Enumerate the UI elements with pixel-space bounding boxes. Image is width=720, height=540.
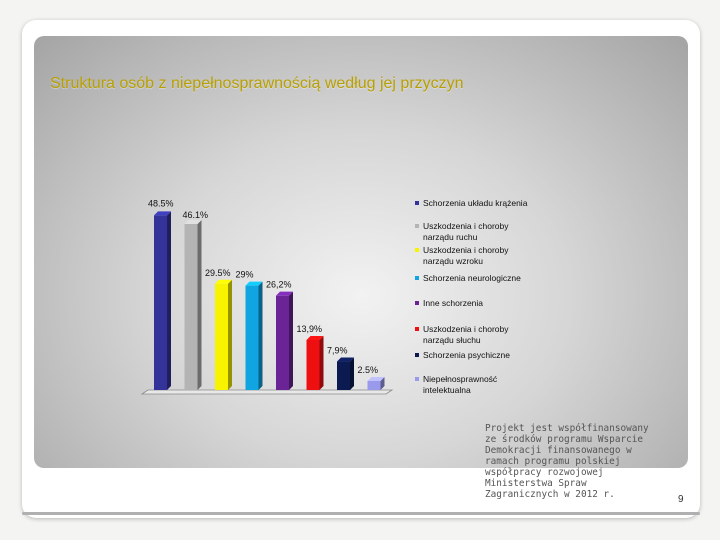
bar-side: [258, 281, 263, 390]
bar-value-label: 46.1%: [183, 210, 209, 220]
bottom-rule: [22, 512, 700, 515]
legend-label: Schorzenia układu krążenia: [423, 198, 528, 208]
bar-value-label: 26,2%: [266, 280, 292, 290]
legend-label: narządu słuchu: [423, 335, 481, 345]
bar-top: [367, 377, 385, 381]
legend-swatch: [415, 327, 419, 331]
legend-label: intelektualna: [423, 385, 471, 395]
chart-plot-area: 48.5% 46.1% 29.5% 29% 26,2% 13,9% 7,9% 2.5%: [140, 198, 394, 395]
legend-label: narządu wzroku: [423, 256, 483, 266]
bar-side: [289, 291, 293, 390]
footer-note: Projekt jest współfinansowany ze środków…: [485, 423, 649, 500]
bar-value-label: 29%: [236, 270, 254, 280]
bar: [245, 285, 259, 390]
bar-side: [197, 220, 202, 390]
bar: [337, 361, 350, 390]
bar-side: [228, 279, 232, 390]
bar-top: [184, 220, 202, 225]
legend-label: narządu ruchu: [423, 232, 478, 242]
legend-label: Schorzenia psychiczne: [423, 350, 510, 360]
chart-floor: [140, 389, 394, 395]
legend-swatch: [415, 353, 419, 357]
legend-label: Uszkodzenia i choroby: [423, 245, 509, 255]
bar-value-label: 2.5%: [358, 365, 379, 375]
legend-label: Uszkodzenia i choroby: [423, 324, 509, 334]
legend-label: Niepełnosprawność: [423, 374, 498, 384]
bar: [367, 381, 381, 390]
legend-label: Uszkodzenia i choroby: [423, 221, 509, 231]
bar: [184, 224, 198, 390]
legend-swatch: [415, 377, 419, 381]
bar: [154, 215, 167, 390]
legend-swatch: [415, 276, 419, 280]
bar-side: [380, 377, 385, 390]
bar: [276, 295, 289, 390]
legend-swatch: [415, 248, 419, 252]
bar-side: [350, 357, 354, 390]
bar: [306, 339, 320, 390]
legend-label: Schorzenia neurologiczne: [423, 273, 521, 283]
bar-side: [319, 335, 324, 390]
bar-top: [245, 281, 263, 286]
slide-title: Struktura osób z niepełnosprawnością wed…: [50, 75, 464, 92]
legend-label: Inne schorzenia: [423, 298, 483, 308]
chart-legend: Schorzenia układu krążenia Uszkodzenia i …: [415, 198, 528, 395]
bar-value-label: 48.5%: [148, 198, 174, 208]
bar-top: [215, 279, 232, 284]
bar-value-label: 29.5%: [205, 268, 231, 278]
slide-background-panel: [34, 36, 688, 468]
bar-top: [337, 357, 354, 362]
bar-value-label: 13,9%: [297, 324, 323, 334]
bar-top: [154, 211, 171, 216]
bar-top: [276, 291, 293, 296]
bar-side: [167, 211, 171, 390]
legend-swatch: [415, 224, 419, 228]
bar: [215, 283, 228, 390]
page-number: 9: [678, 494, 684, 505]
legend-swatch: [415, 301, 419, 305]
legend-swatch: [415, 201, 419, 205]
bar-top: [306, 335, 324, 340]
bar-value-label: 7,9%: [327, 346, 348, 356]
